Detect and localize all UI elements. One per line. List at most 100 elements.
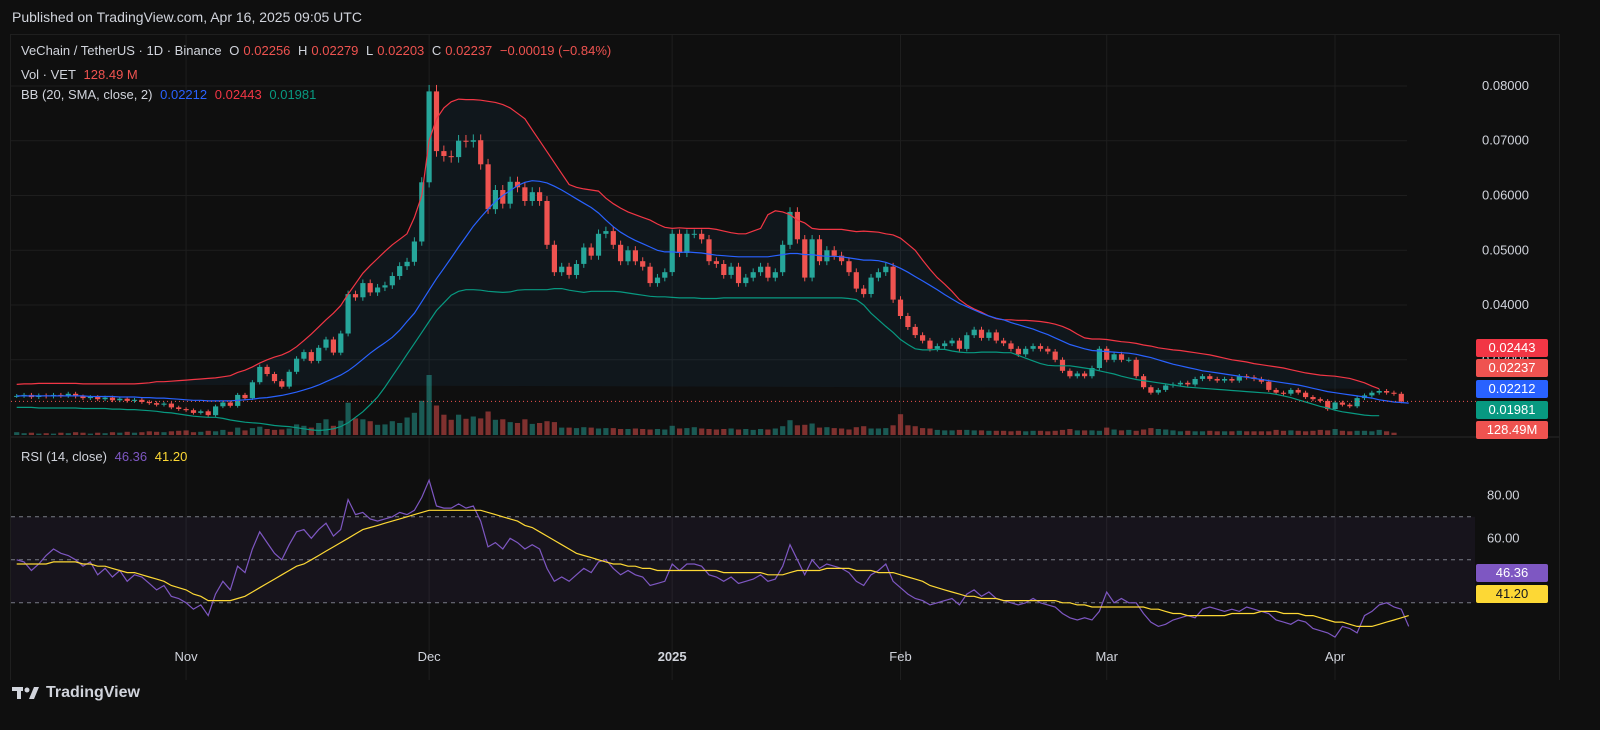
candle-body <box>352 294 359 298</box>
candle-body <box>699 233 705 240</box>
candle <box>1207 374 1213 382</box>
candle <box>1185 380 1191 387</box>
candle <box>750 268 756 282</box>
volume-bar <box>743 429 749 435</box>
candle <box>441 145 447 162</box>
candle <box>1258 376 1264 384</box>
candle <box>662 268 668 282</box>
candle-body <box>1280 392 1287 394</box>
candle-body <box>161 403 167 405</box>
candle <box>595 229 602 260</box>
candle <box>161 401 167 407</box>
candle-body <box>507 181 513 204</box>
candle <box>279 379 285 389</box>
candle <box>831 246 837 260</box>
volume-bar <box>1089 430 1095 435</box>
volume-bar <box>721 429 727 435</box>
candle <box>1310 395 1316 402</box>
candle <box>1303 390 1309 399</box>
price-axis-label: 0.06000 <box>1482 187 1529 202</box>
candle-body <box>389 276 395 286</box>
tradingview-brand[interactable]: TradingView <box>12 684 140 702</box>
candle-body <box>411 241 417 262</box>
change-value: −0.00019 (−0.84%) <box>499 43 612 58</box>
volume-bar <box>1280 430 1287 435</box>
volume-bar <box>780 426 786 435</box>
brand-name: TradingView <box>46 684 140 701</box>
volume-legend[interactable]: Vol · VET 128.49 M <box>21 67 142 82</box>
candle <box>213 404 219 417</box>
candle-body <box>1199 376 1206 379</box>
candle <box>816 235 823 266</box>
chart-canvas[interactable]: 0.030000.040000.050000.060000.070000.080… <box>11 35 1559 681</box>
volume-bar <box>102 433 108 435</box>
candle-body <box>1148 387 1154 393</box>
candle-body <box>544 201 550 245</box>
volume-bar <box>375 424 381 435</box>
candle-body <box>294 358 300 372</box>
candle-body <box>1303 392 1309 398</box>
candle <box>1067 368 1073 379</box>
volume-bar <box>1222 431 1228 435</box>
candle <box>1266 379 1272 392</box>
candle-body <box>1096 348 1102 368</box>
bb-legend[interactable]: BB (20, SMA, close, 2) 0.02212 0.02443 0… <box>21 87 320 102</box>
open-value: 0.02256 <box>243 43 291 58</box>
candle-body <box>816 239 823 262</box>
volume-bar <box>1384 431 1390 435</box>
volume-bar <box>861 426 867 435</box>
candle-body <box>73 393 79 397</box>
candle-body <box>662 272 668 278</box>
volume-bar <box>1317 429 1323 435</box>
candle <box>1391 390 1397 396</box>
candle-body <box>1067 370 1073 377</box>
symbol-title[interactable]: VeChain / TetherUS · 1D · Binance <box>21 43 222 58</box>
tag-bb-lower: 0.01981 <box>1476 401 1548 419</box>
candle-body <box>1089 368 1095 377</box>
volume-bar <box>706 429 712 435</box>
price-axis-label: 0.08000 <box>1482 78 1529 93</box>
bollinger-lines <box>11 98 1476 432</box>
candle-body <box>691 233 697 235</box>
candle <box>1398 391 1404 404</box>
volume-bar <box>522 419 528 435</box>
volume-bar <box>713 429 719 435</box>
candle-body <box>581 247 587 264</box>
candle <box>581 243 587 268</box>
candle-body <box>448 156 454 158</box>
candle <box>802 235 808 282</box>
candle <box>1089 365 1095 379</box>
chart-area[interactable]: 0.030000.040000.050000.060000.070000.080… <box>10 34 1560 682</box>
volume-bar <box>897 414 904 435</box>
candle <box>397 262 403 280</box>
candle-body <box>927 340 933 349</box>
candle <box>463 134 469 148</box>
volume-bar <box>816 427 823 435</box>
rsi-legend[interactable]: RSI (14, close) 46.36 41.20 <box>21 449 191 464</box>
candle <box>168 401 174 410</box>
candle <box>986 329 992 341</box>
candle-body <box>257 366 263 383</box>
volume-bar <box>456 414 462 435</box>
volume-bar <box>1030 430 1036 435</box>
candle <box>1111 351 1117 363</box>
volume-bar <box>360 419 366 435</box>
volume-bar <box>478 418 484 435</box>
volume-bar <box>618 429 624 435</box>
volume-bar <box>934 429 940 435</box>
candle-body <box>772 272 778 278</box>
candle <box>1045 346 1051 355</box>
candle-body <box>419 182 425 242</box>
candle <box>956 337 962 352</box>
candle <box>154 401 160 407</box>
candle <box>1339 400 1345 407</box>
candle <box>794 207 800 244</box>
candle-body <box>1030 346 1036 349</box>
axes: 0.030000.040000.050000.060000.070000.080… <box>175 78 1529 664</box>
volume-bar <box>58 432 64 435</box>
volume-bar <box>1082 430 1088 435</box>
candle-body <box>684 233 690 253</box>
volume-bar <box>242 430 248 435</box>
candle <box>1222 376 1228 383</box>
candle-body <box>1354 398 1360 407</box>
